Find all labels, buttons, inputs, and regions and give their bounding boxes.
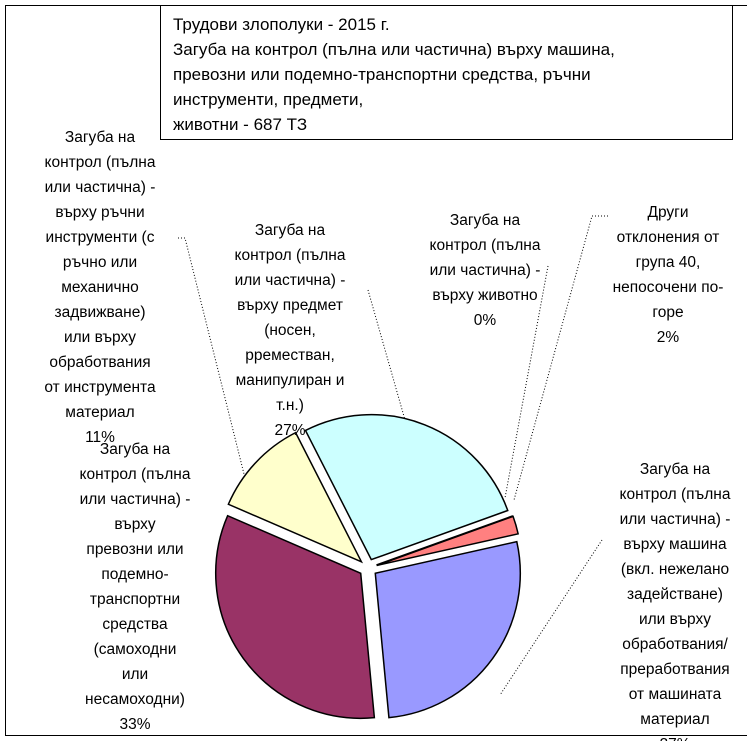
value-label: 27%	[274, 422, 306, 439]
slice-label: Загуба на контрол (пълна или частична) -…	[400, 208, 570, 333]
value-label: 0%	[473, 312, 497, 329]
pie	[214, 413, 522, 719]
slice-label: Загуба на контрол (пълна или частична) -…	[15, 125, 185, 450]
leader-line	[499, 539, 603, 696]
leader-line	[513, 215, 608, 501]
chart-subtitle: Загуба на контрол (пълна или частична) в…	[173, 40, 615, 134]
pie-slice	[227, 431, 364, 564]
category-label: Загуба на контрол (пълна или частична) -…	[429, 212, 541, 304]
slice-label: Други отклонения от група 40, непосочени…	[583, 200, 747, 350]
value-label: 33%	[119, 716, 151, 733]
value-label: 27%	[590, 732, 747, 741]
leader-line	[504, 265, 549, 499]
value-label: 11%	[85, 429, 115, 446]
category-label: Загуба на контрол (пълна или частична) -…	[79, 441, 191, 708]
slice-label: Загуба на контрол (пълна или частична) -…	[205, 218, 375, 443]
slice-label: Загуба на контрол (пълна или частична) -…	[50, 437, 220, 737]
leader-line	[178, 237, 246, 479]
pie-slice	[214, 514, 376, 719]
category-label: Други отклонения от група 40, непосочени…	[612, 204, 724, 321]
leader-lines	[178, 215, 608, 696]
value-label: 2%	[656, 329, 680, 346]
pie-slice	[304, 413, 509, 561]
slice-label: Загуба на контрол (пълна или частична) -…	[590, 457, 747, 741]
category-label: Загуба на контрол (пълна или частична) -…	[619, 461, 731, 728]
pie-slice	[376, 515, 520, 567]
category-label: Загуба на контрол (пълна или частична) -…	[234, 222, 346, 414]
title-box: Трудови злополуки - 2015 г. Загуба на кон…	[160, 5, 733, 140]
pie-slice	[374, 540, 522, 719]
chart-title: Трудови злополуки - 2015 г.	[173, 15, 390, 34]
category-label: Загуба на контрол (пълна или частична) -…	[44, 129, 156, 421]
